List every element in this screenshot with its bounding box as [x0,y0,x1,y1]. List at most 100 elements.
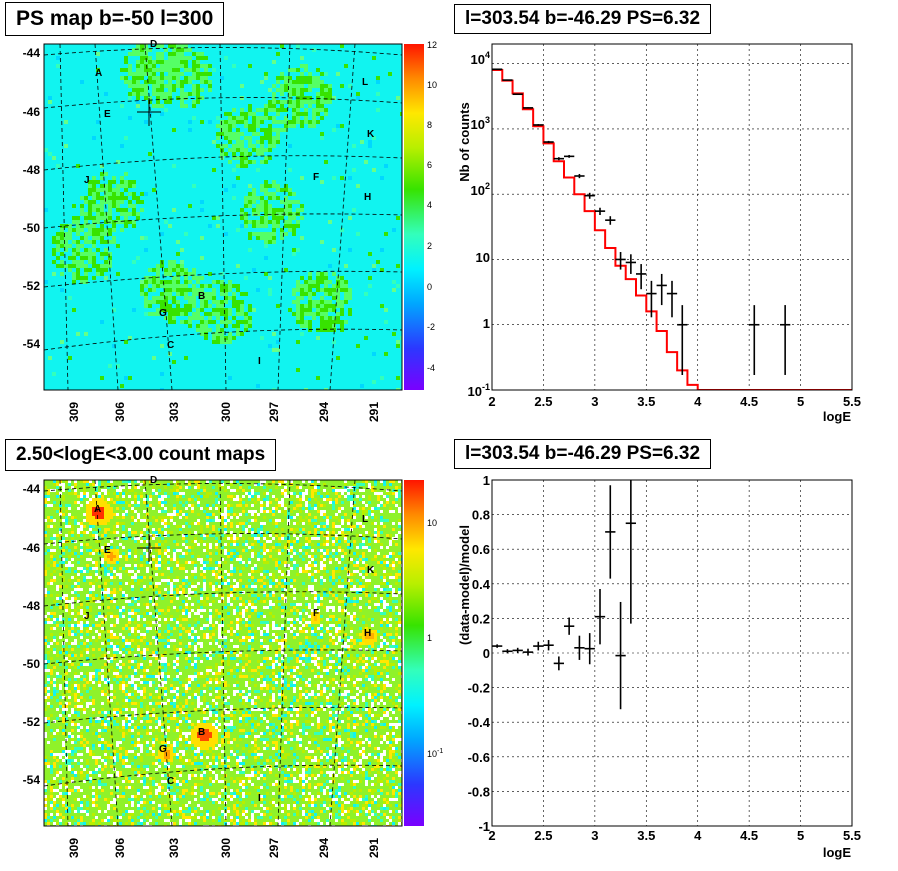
count-map-cell [374,540,377,543]
count-map-cell [119,576,122,579]
count-map-cell [227,495,230,498]
count-map-cell [122,645,125,648]
ps-map-cell [396,344,400,348]
count-map-cell [293,531,296,534]
ps-map-cell [324,112,328,116]
ps-map-cell [332,308,336,312]
count-map-cell [326,531,329,534]
ps-map-cell [236,304,240,308]
count-map-cell [77,645,80,648]
ps-map-cell [128,204,132,208]
count-map-cell [350,618,353,621]
count-map-cell [71,600,74,603]
ps-map-cell [164,220,168,224]
count-map-cell [206,618,209,621]
ps-map-cell [268,100,272,104]
ps-map-cell [164,268,168,272]
count-map-cell [374,654,377,657]
ps-map-cell [372,56,376,60]
ps-map-cell [304,280,308,284]
count-map-cell [173,552,176,555]
count-map-cell [302,618,305,621]
count-map-cell [113,528,116,531]
ps-map-cell [120,196,124,200]
ps-map-cell [268,344,272,348]
ps-map-cell [100,252,104,256]
count-map-cell [335,570,338,573]
count-map-cell [290,546,293,549]
count-map-cell [176,489,179,492]
ps-map-cell [180,360,184,364]
count-map-cell [191,642,194,645]
count-map-cell [221,486,224,489]
count-map-cell [191,582,194,585]
count-map-cell [71,633,74,636]
count-map-cell [65,651,68,654]
count-map-cell [164,588,167,591]
count-map-cell [269,639,272,642]
count-map-cell [77,621,80,624]
count-map-cell [284,582,287,585]
ps-map-cell [68,256,72,260]
count-map-cell [221,513,224,516]
ps-map-cell [112,188,116,192]
ps-map-cell [160,56,164,60]
count-map-cell [44,642,47,645]
count-map-cell [107,510,110,513]
count-map-cell [77,534,80,537]
ps-map-cell [304,80,308,84]
ps-map-cell [320,276,324,280]
count-map-cell [281,606,284,609]
count-map-cell [335,567,338,570]
ps-map-cell [140,64,144,68]
count-map-cell [161,543,164,546]
ps-map-cell [180,248,184,252]
count-map-cell [92,594,95,597]
count-map-cell [176,654,179,657]
count-map-cell [248,636,251,639]
count-map-cell [122,636,125,639]
count-map-cell [80,642,83,645]
count-map-cell [368,531,371,534]
count-map-cell [170,516,173,519]
count-map-cell [356,486,359,489]
ps-map-cell [244,160,248,164]
count-map-cell [53,600,56,603]
count-map-cell [329,615,332,618]
count-map-cell [65,525,68,528]
count-map-cell [83,609,86,612]
count-map-cell [170,570,173,573]
count-map-cell [152,621,155,624]
ps-map-cell [320,280,324,284]
count-map-cell [221,558,224,561]
count-map-cell [356,558,359,561]
count-map-cell [302,480,305,483]
count-map-cell [167,642,170,645]
count-map-cell [125,492,128,495]
count-map-cell [71,603,74,606]
count-map-cell [371,639,374,642]
ps-map-cell [196,52,200,56]
count-map-cell [236,522,239,525]
count-map-cell [317,648,320,651]
count-map-cell [140,579,143,582]
ps-map-cell [260,208,264,212]
ps-map-cell [112,180,116,184]
ps-map-cell [176,72,180,76]
count-map-cell [128,600,131,603]
count-map-cell [332,531,335,534]
count-map-cell [62,495,65,498]
count-map-cell [53,540,56,543]
ps-map-cell [148,304,152,308]
count-map-cell [116,549,119,552]
count-map-cell [269,582,272,585]
ps-map-cell [132,48,136,52]
ps-map-cell [284,128,288,132]
count-map-cell [323,597,326,600]
count-map-cell [92,510,95,513]
count-map-cell [353,621,356,624]
count-map-cell [329,579,332,582]
count-map-cell [200,540,203,543]
ps-map-cell [64,236,68,240]
count-map-cell [107,513,110,516]
